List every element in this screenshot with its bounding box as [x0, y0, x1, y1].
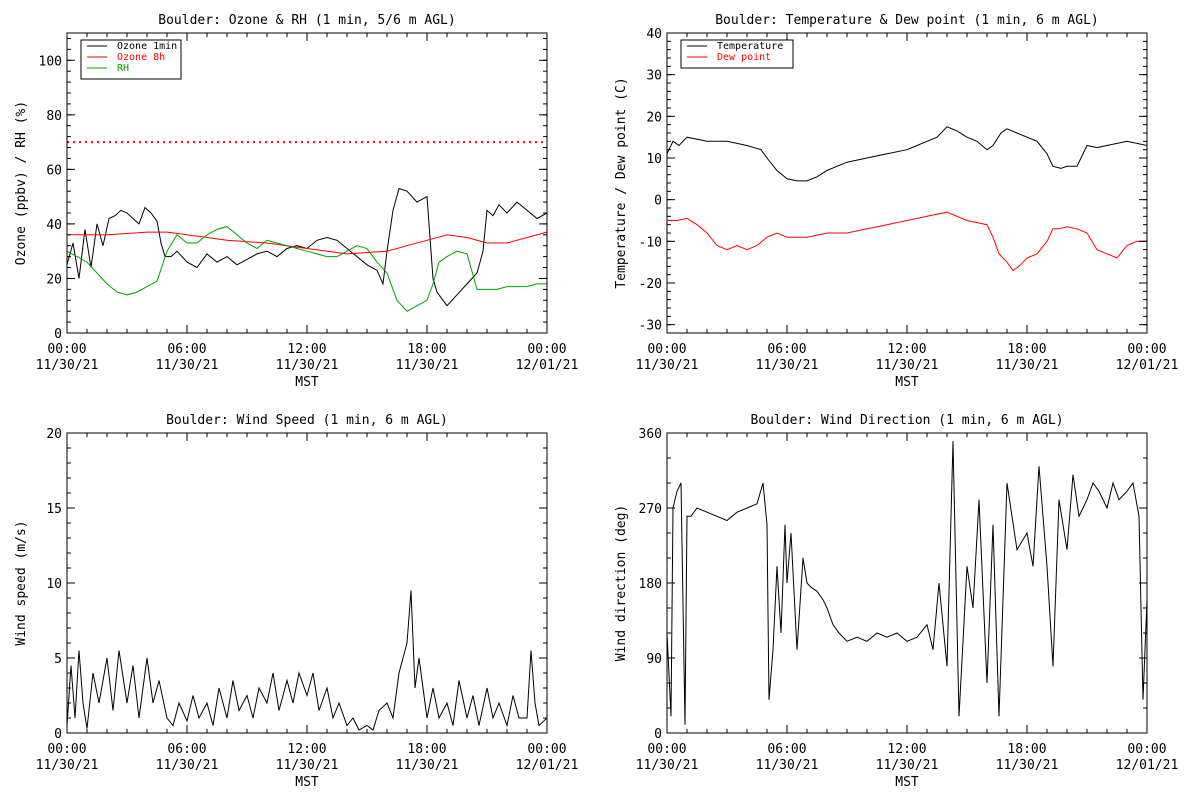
plot-frame [66, 432, 548, 734]
x-tick-date: 12/01/21 [516, 358, 579, 373]
x-tick-time: 00:00 [647, 742, 686, 757]
x-tick-time: 06:00 [167, 342, 206, 357]
legend-box [680, 39, 794, 69]
x-tick-time: 00:00 [1127, 742, 1166, 757]
chart-title: Boulder: Temperature & Dew point (1 min,… [715, 13, 1099, 28]
x-tick-date: 11/30/21 [876, 758, 939, 773]
x-tick-date: 11/30/21 [276, 358, 339, 373]
x-tick-time: 18:00 [407, 342, 446, 357]
plot-frame [666, 32, 1148, 334]
series-line-dew-point [667, 211, 1147, 272]
y-tick-label: -10 [639, 235, 662, 250]
chart-title: Boulder: Wind Speed (1 min, 6 m AGL) [166, 413, 448, 428]
legend-label: Ozone 1min [117, 41, 177, 52]
y-tick-label: 180 [639, 577, 662, 592]
x-tick-time: 00:00 [47, 342, 86, 357]
x-tick-date: 11/30/21 [396, 358, 459, 373]
series-line-temperature [667, 126, 1147, 182]
x-axis-label: MST [895, 375, 919, 390]
chart-panel-1: Boulder: Ozone & RH (1 min, 5/6 m AGL) 0 2… [14, 13, 578, 390]
y-tick-label: 5 [54, 652, 62, 667]
x-tick-time: 00:00 [527, 742, 566, 757]
series-line-1 [667, 441, 1147, 725]
x-tick-date: 12/01/21 [516, 758, 579, 773]
y-tick-label: 20 [46, 272, 62, 287]
y-tick-label: 20 [46, 427, 62, 442]
legend-label: Ozone 8h [117, 52, 165, 63]
y-axis-label: Temperature / Dew point (C) [614, 77, 629, 288]
y-tick-label: 30 [646, 69, 662, 84]
y-tick-label: 0 [654, 194, 662, 209]
x-tick-time: 06:00 [767, 742, 806, 757]
y-tick-label: 0 [54, 327, 62, 342]
x-tick-time: 00:00 [647, 342, 686, 357]
y-tick-label: 60 [46, 163, 62, 178]
x-tick-time: 12:00 [287, 742, 326, 757]
chart-title: Boulder: Ozone & RH (1 min, 5/6 m AGL) [158, 13, 455, 28]
series-line-ozone-1min [67, 187, 547, 307]
x-tick-date: 11/30/21 [756, 758, 819, 773]
chart-panel-4: Boulder: Wind Direction (1 min, 6 m AGL)… [614, 413, 1178, 790]
x-tick-date: 11/30/21 [156, 358, 219, 373]
chart-panel-2: Boulder: Temperature & Dew point (1 min,… [614, 13, 1178, 390]
x-tick-time: 12:00 [287, 342, 326, 357]
y-axis-label: Ozone (ppbv) / RH (%) [14, 101, 29, 265]
y-tick-label: -20 [639, 277, 662, 292]
y-tick-label: 100 [39, 54, 62, 69]
y-tick-label: 0 [54, 727, 62, 742]
x-axis-label: MST [295, 375, 319, 390]
y-tick-label: 15 [46, 502, 62, 517]
x-tick-time: 18:00 [1007, 742, 1046, 757]
y-tick-label: 10 [646, 152, 662, 167]
plot-frame [666, 432, 1148, 734]
x-tick-time: 12:00 [887, 342, 926, 357]
y-tick-label: 10 [46, 577, 62, 592]
y-tick-label: 80 [46, 109, 62, 124]
y-tick-label: 360 [639, 427, 662, 442]
y-axis-label: Wind direction (deg) [614, 505, 629, 662]
y-tick-label: 40 [646, 27, 662, 42]
x-tick-time: 06:00 [167, 742, 206, 757]
x-tick-time: 00:00 [1127, 342, 1166, 357]
y-tick-label: 270 [639, 502, 662, 517]
x-tick-date: 11/30/21 [756, 358, 819, 373]
x-tick-date: 12/01/21 [1116, 358, 1179, 373]
x-tick-time: 18:00 [1007, 342, 1046, 357]
x-tick-date: 11/30/21 [276, 758, 339, 773]
series-line-rh [67, 226, 547, 312]
x-tick-date: 11/30/21 [876, 358, 939, 373]
x-tick-date: 11/30/21 [36, 358, 99, 373]
x-axis-label: MST [295, 775, 319, 790]
x-tick-time: 18:00 [407, 742, 446, 757]
x-tick-date: 11/30/21 [996, 358, 1059, 373]
y-axis-label: Wind speed (m/s) [14, 520, 29, 645]
x-tick-date: 11/30/21 [36, 758, 99, 773]
y-tick-label: 0 [654, 727, 662, 742]
series-line-ozone-8h [67, 231, 547, 255]
y-tick-label: 40 [46, 218, 62, 233]
x-tick-date: 11/30/21 [156, 758, 219, 773]
chart-title: Boulder: Wind Direction (1 min, 6 m AGL) [750, 413, 1063, 428]
x-axis-label: MST [895, 775, 919, 790]
legend-label: Dew point [717, 52, 771, 63]
x-tick-date: 11/30/21 [996, 758, 1059, 773]
legend-label: Temperature [717, 41, 783, 52]
x-tick-date: 12/01/21 [1116, 758, 1179, 773]
y-tick-label: 20 [646, 110, 662, 125]
x-tick-time: 00:00 [47, 742, 86, 757]
x-tick-date: 11/30/21 [636, 358, 699, 373]
series-line-1 [67, 590, 547, 731]
y-tick-label: 90 [646, 652, 662, 667]
y-tick-label: -30 [639, 319, 662, 334]
x-tick-time: 06:00 [767, 342, 806, 357]
x-tick-date: 11/30/21 [396, 758, 459, 773]
chart-panel-3: Boulder: Wind Speed (1 min, 6 m AGL) 0 5 10… [14, 413, 578, 790]
legend-label: RH [117, 63, 129, 74]
x-tick-date: 11/30/21 [636, 758, 699, 773]
x-tick-time: 12:00 [887, 742, 926, 757]
x-tick-time: 00:00 [527, 342, 566, 357]
